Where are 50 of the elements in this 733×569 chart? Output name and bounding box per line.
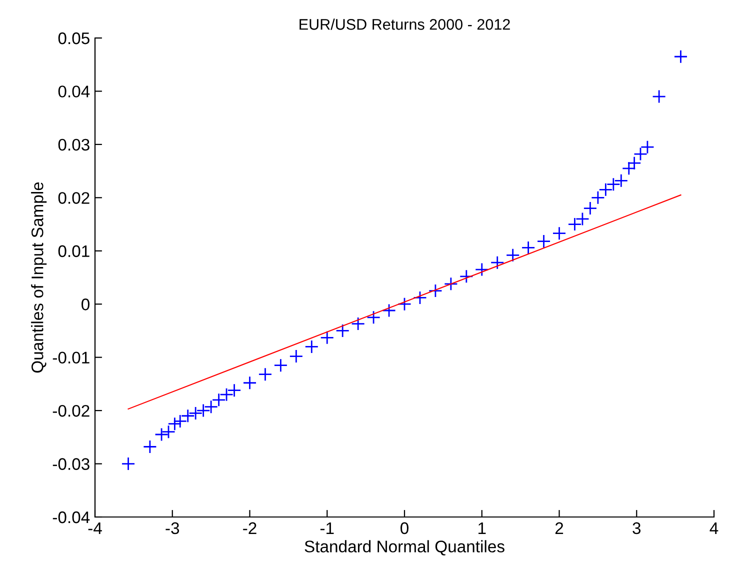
point <box>428 284 442 298</box>
point <box>382 304 396 318</box>
point <box>652 90 666 104</box>
chart-title: EUR/USD Returns 2000 - 2012 <box>300 18 510 30</box>
y-tick-label: -0.03 <box>52 458 90 470</box>
point <box>304 340 319 354</box>
x-tick-label: -4 <box>88 522 102 534</box>
x-tick-label: 2 <box>555 522 564 534</box>
x-tick-label: 1 <box>478 522 486 534</box>
y-tick-label: 0 <box>82 298 90 310</box>
point <box>444 276 458 291</box>
point <box>459 269 474 284</box>
y-axis-title: Quantiles of Input Sample <box>31 182 47 373</box>
y-tick-label: -0.01 <box>52 352 90 364</box>
point <box>188 406 203 420</box>
point <box>121 456 136 471</box>
point <box>413 290 427 305</box>
point <box>398 297 412 312</box>
y-tick-label: 0.04 <box>58 86 90 98</box>
x-tick-label: -3 <box>166 522 180 534</box>
point <box>289 349 304 364</box>
x-tick-label: 0 <box>400 522 408 534</box>
y-tick-label: 0.01 <box>58 245 90 258</box>
point <box>506 248 520 262</box>
y-tick-label: -0.02 <box>52 404 90 417</box>
x-tick-label: -1 <box>320 522 334 534</box>
point <box>552 226 566 240</box>
point <box>258 367 272 382</box>
point <box>490 256 504 270</box>
point <box>674 50 688 64</box>
point <box>242 376 257 390</box>
y-tick-label: 0.03 <box>58 138 90 151</box>
x-axis-title: Standard Normal Quantiles <box>304 540 504 556</box>
point <box>474 262 489 276</box>
y-tick-label: 0.05 <box>58 32 90 44</box>
x-tick-label: -2 <box>243 522 256 534</box>
x-tick-label: 3 <box>632 522 641 534</box>
point <box>336 324 350 338</box>
point <box>154 428 168 442</box>
point <box>366 310 380 324</box>
y-tick-label: -0.04 <box>52 511 90 524</box>
point <box>536 234 551 248</box>
x-tick-label: 4 <box>710 522 718 534</box>
point <box>320 330 334 345</box>
point <box>142 440 157 454</box>
point <box>521 240 536 255</box>
y-tick-label: 0.02 <box>58 192 90 204</box>
point <box>274 358 288 372</box>
point <box>351 316 366 331</box>
point <box>583 201 598 216</box>
